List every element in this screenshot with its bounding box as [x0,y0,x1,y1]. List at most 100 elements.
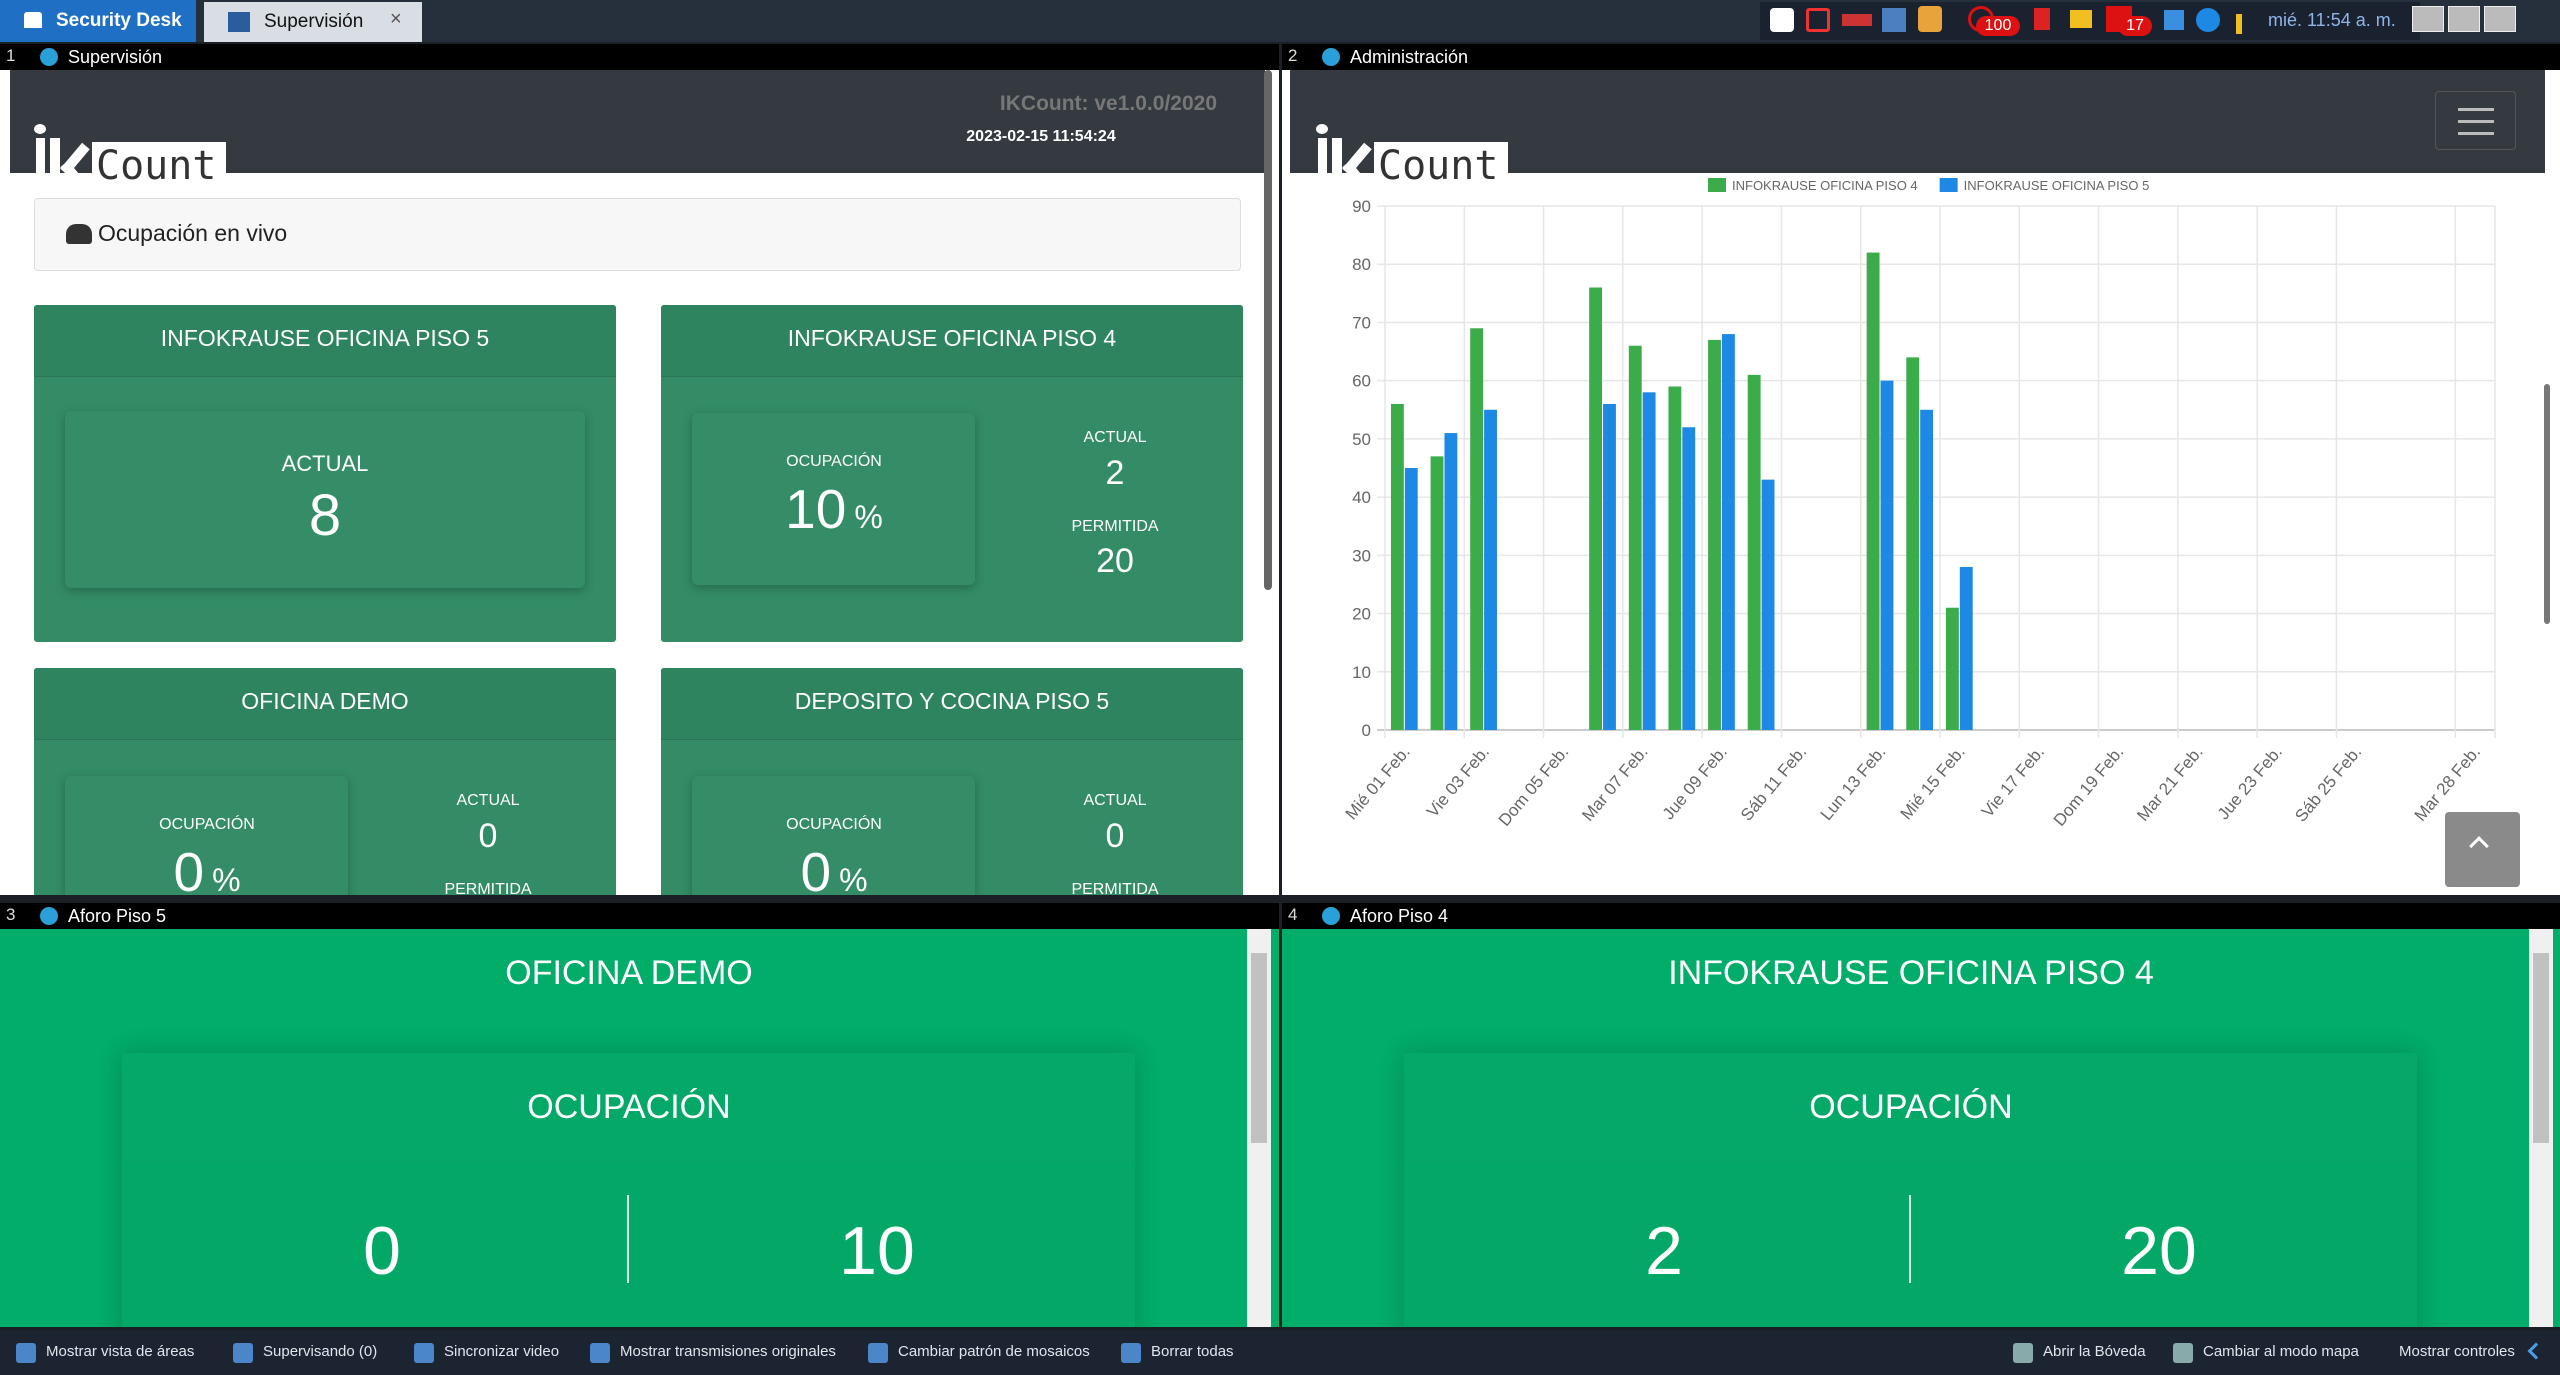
toolbar-button[interactable]: Abrir la Bóveda [2043,1343,2146,1360]
card-header [34,305,616,377]
card-header [34,668,616,740]
card-header [661,668,1243,740]
occupancy-value: 10 [785,478,847,540]
aforo-capacity: 20 [2121,1213,2197,1290]
logo-i [1318,138,1327,192]
y-tick-label: 90 [1352,197,1371,216]
bar [1390,403,1404,730]
tray-icon [1882,8,1906,32]
toolbar-chevron [2527,1342,2545,1360]
tile-header [1282,903,2560,929]
tray-icon [1842,14,1872,26]
toolbar-button[interactable]: Supervisando (0) [263,1343,378,1360]
x-tick-label: Jue 23 Feb. [2214,742,2286,823]
bar [1642,392,1656,730]
toolbar-icon [16,1343,36,1363]
menu-bar [2458,120,2494,123]
tray-icon [1918,6,1942,32]
bar [1404,468,1418,730]
menu-button[interactable] [2435,91,2516,150]
tray-icon [2034,8,2050,30]
tile-title: Aforo Piso 4 [1350,906,1449,926]
tray-icon [2164,10,2184,30]
bottom-bar: Mostrar vista de áreas Supervisando (0) Si… [0,1331,2560,1375]
y-tick-label: 80 [1352,255,1371,274]
actual-label: ACTUAL [281,450,369,476]
logo-i-dot [1316,124,1328,134]
x-tick-label: Lun 13 Feb. [1817,742,1890,824]
tile-number: 4 [1288,905,1298,924]
menu-bar [2458,108,2494,111]
toolbar-button[interactable]: Mostrar transmisiones originales [620,1343,836,1360]
occupancy: 0% [34,840,380,895]
restore-button[interactable] [2448,6,2480,32]
toolbar-button[interactable]: Mostrar vista de áreas [46,1343,195,1360]
toolbar-button[interactable]: Cambiar al modo mapa [2203,1343,2359,1360]
actual-value: 2 [1105,453,1125,492]
toolbar-icon [2173,1343,2193,1363]
occupancy: 10% [661,477,1007,541]
occupancy-unit: % [854,499,883,535]
bar [1682,427,1696,730]
aforo-box-header [122,1053,1135,1163]
status-card: INFOKRAUSE OFICINA PISO 5 ACTUAL 8 [34,305,616,642]
toolbar-button[interactable]: Borrar todas [1151,1343,1234,1360]
minimize-button[interactable] [2412,6,2444,32]
y-tick-label: 60 [1352,372,1371,391]
y-tick-label: 40 [1352,488,1371,507]
toolbar-button[interactable]: Mostrar controles [2399,1343,2515,1360]
x-tick-label: Jue 09 Feb. [1659,742,1731,823]
tile-number: 3 [6,905,16,924]
legend-swatch [1939,178,1958,192]
x-tick-label: Mar 21 Feb. [2133,742,2206,824]
bar [1920,409,1934,730]
scrollbar [1264,70,1272,590]
scroll-top-button[interactable] [2445,812,2520,887]
tile-title: Administración [1350,47,1469,67]
actual-value: 8 [308,483,342,549]
x-tick-label: Mar 28 Feb. [2411,742,2484,824]
occupancy-label: OCUPACIÓN [786,453,882,471]
bar [1430,456,1444,730]
allowed-label: PERMITIDA [444,881,532,895]
legend-label: INFOKRAUSE OFICINA PISO 5 [1964,178,2150,193]
actual-value: 0 [478,816,498,855]
aforo-divider [1909,1195,1911,1283]
logo-i [36,138,45,192]
tray-icon [2196,8,2220,32]
inner-box [692,413,975,585]
users-icon [66,224,92,244]
inner-box [692,776,975,895]
actual-label: ACTUAL [456,792,520,810]
bar [1761,479,1775,730]
tile-3: 3 Aforo Piso 5 OFICINA DEMO OCUPACIÓN 0 10 [0,903,1279,1327]
tile-header [0,903,1279,929]
app-tab[interactable]: Security Desk [0,0,196,42]
x-tick-label: Vie 17 Feb. [1978,742,2048,821]
scrollbar [2544,384,2550,624]
tab-close[interactable]: × [390,8,402,30]
toolbar-button[interactable]: Sincronizar video [444,1343,560,1360]
tray-icon [2236,14,2242,34]
tile-header [0,44,1279,70]
close-button[interactable] [2484,6,2516,32]
toolbar-button[interactable]: Cambiar patrón de mosaicos [898,1343,1090,1360]
tray-icon [2070,10,2092,28]
logo-i-dot [34,124,46,134]
x-tick-label: Vie 03 Feb. [1423,742,1493,821]
section-title: Ocupación en vivo [98,220,288,246]
card-title: DEPOSITO Y COCINA PISO 5 [794,688,1110,715]
actual-value: 0 [1105,816,1125,855]
bar [1589,287,1603,730]
allowed-label: PERMITIDA [1071,881,1159,895]
legend-label: INFOKRAUSE OFICINA PISO 4 [1732,178,1918,193]
x-tick-label: Mié 15 Feb. [1897,742,1969,823]
aforo-current: 0 [363,1213,401,1290]
actual-label: ACTUAL [1083,792,1147,810]
bar [1747,374,1761,730]
x-tick-label: Dom 05 Feb. [1495,742,1573,829]
occupancy-label: OCUPACIÓN [159,816,255,834]
tab[interactable]: Supervisión [204,2,422,42]
